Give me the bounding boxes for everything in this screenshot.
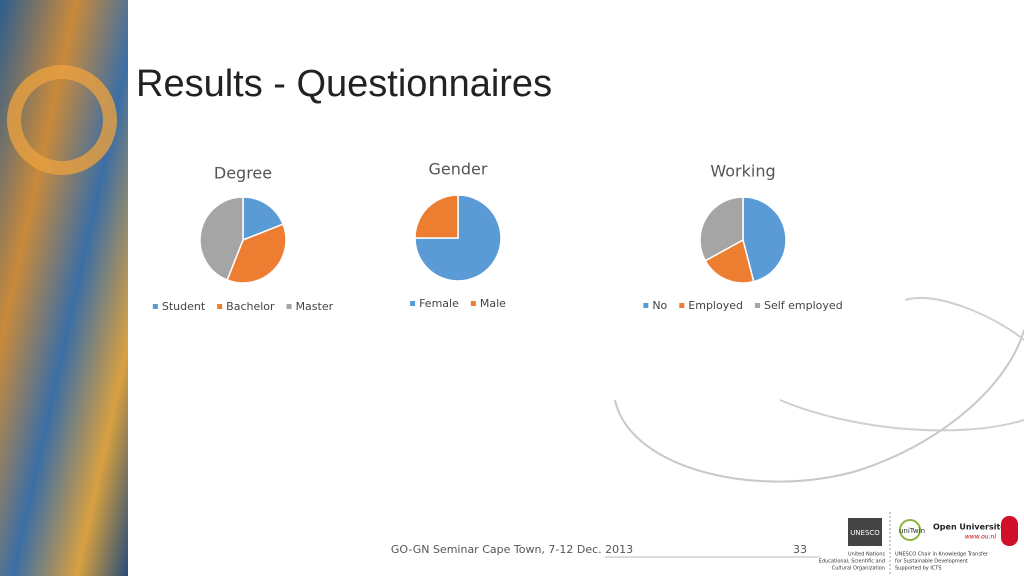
legend-swatch	[679, 303, 685, 308]
legend-swatch	[754, 303, 760, 308]
unesco-line: Cultural Organization	[832, 566, 885, 572]
pie-slice	[704, 238, 755, 284]
chair-line: UNESCO Chair in Knowledge Transfer	[895, 552, 989, 558]
decor-curve	[779, 399, 1024, 432]
chart-title: Working	[710, 162, 775, 181]
pie-slice	[242, 196, 284, 242]
legend-swatch	[470, 301, 476, 306]
legend-label: Employed	[688, 299, 743, 312]
pie-slice	[414, 194, 502, 282]
decor-curve	[904, 297, 1024, 341]
page-number: 33	[793, 543, 807, 556]
pie-slice	[742, 196, 787, 283]
legend-swatch	[152, 304, 158, 309]
pie-slice	[199, 196, 244, 281]
legend-label: Male	[480, 297, 506, 310]
ou-url: www.ou.nl	[965, 534, 996, 541]
pie-slice	[699, 196, 744, 262]
legend-label: Master	[296, 300, 334, 313]
legend-label: Self employed	[764, 299, 843, 312]
legend-label: Female	[419, 297, 459, 310]
pie-slice	[414, 194, 459, 239]
legend-label: Bachelor	[226, 300, 275, 313]
unesco-logo	[848, 518, 882, 546]
legend-swatch	[217, 304, 223, 309]
unitwin-logo	[899, 519, 921, 541]
legend-swatch	[643, 303, 649, 308]
unitwin-label: uniTwin	[899, 527, 925, 535]
unesco-line: United Nations	[848, 552, 885, 558]
legend-swatch	[410, 301, 416, 306]
ou-logo	[1001, 516, 1018, 546]
legend-swatch	[286, 304, 292, 309]
legend-label: Student	[162, 300, 206, 313]
chart-title: Gender	[429, 160, 488, 179]
chair-line: for Sustainable Development	[895, 559, 968, 565]
chair-line: Supported by ICTS	[895, 566, 942, 572]
pie-slice	[226, 223, 287, 284]
side-image-ring	[7, 65, 117, 175]
ou-name: Open Universiteit	[933, 523, 1012, 532]
legend-label: No	[652, 299, 667, 312]
unesco-line: Educational, Scientific and	[819, 559, 885, 565]
unesco-label: UNESCO	[850, 529, 880, 537]
decor-curve	[614, 329, 1024, 483]
chart-title: Degree	[214, 164, 272, 183]
slide-title: Results - Questionnaires	[136, 63, 552, 105]
footer-text: GO-GN Seminar Cape Town, 7-12 Dec. 2013	[391, 543, 633, 556]
